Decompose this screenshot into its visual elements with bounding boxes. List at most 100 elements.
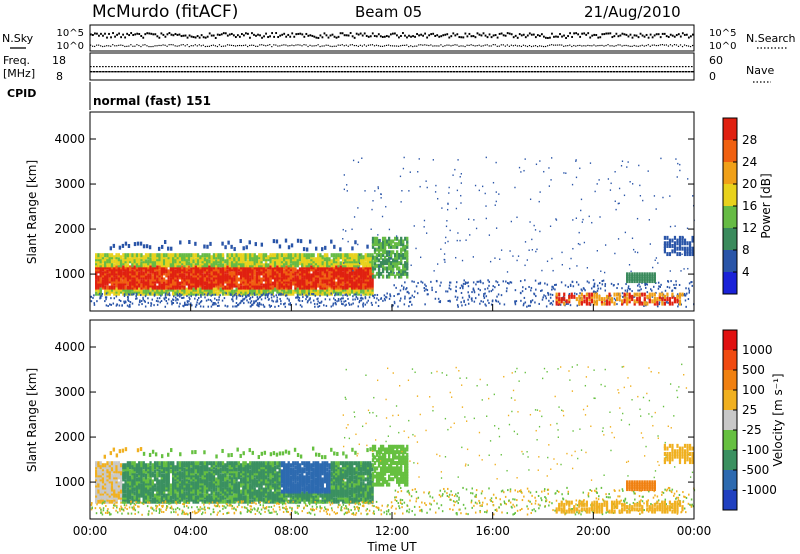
scatter-cell	[104, 281, 107, 286]
scatter-cell	[168, 294, 171, 297]
scatter-cell	[289, 291, 293, 296]
scatter-cell	[106, 265, 109, 270]
scatter-cell	[658, 303, 661, 306]
scatter-cell	[267, 281, 270, 286]
scatter-cell	[425, 288, 427, 291]
nave-point	[464, 66, 467, 68]
scatter-cell	[294, 271, 297, 276]
scatter-cell	[398, 266, 401, 271]
scatter-cell	[144, 287, 148, 292]
scatter-cell	[335, 273, 338, 278]
scatter-cell	[656, 301, 659, 306]
scatter-cell	[360, 289, 363, 294]
scatter-cell	[228, 283, 231, 288]
scatter-cell	[486, 287, 489, 290]
scatter-cell	[464, 281, 467, 284]
scatter-cell	[195, 293, 198, 296]
scatter-cell	[131, 265, 134, 270]
scatter-cell	[298, 279, 302, 284]
scatter-cell	[280, 267, 284, 272]
scatter-cell	[262, 257, 265, 262]
scatter-cell	[122, 261, 125, 266]
scatter-cell	[653, 292, 656, 297]
nsearch-point	[329, 45, 331, 47]
nsearch-point	[567, 45, 569, 47]
scatter-cell	[212, 259, 216, 264]
nave-point	[283, 66, 285, 68]
scatter-cell	[337, 297, 340, 300]
scatter-cell	[190, 289, 193, 294]
scatter-cell	[276, 253, 279, 258]
scatter-cell	[366, 273, 370, 278]
scatter-cell	[104, 259, 107, 264]
freq-point	[446, 71, 449, 73]
scatter-cell	[185, 255, 188, 260]
nave-point	[376, 66, 379, 68]
scatter-cell	[320, 300, 323, 303]
scatter-cell	[268, 292, 270, 295]
scatter-cell	[540, 289, 542, 292]
nave-point	[467, 66, 470, 68]
scatter-cell	[496, 281, 499, 284]
nsearch-point	[222, 45, 225, 47]
scatter-cell	[199, 269, 202, 274]
scatter-cell	[289, 275, 293, 280]
scatter-cell	[160, 253, 164, 258]
scatter-cell	[321, 271, 324, 276]
nave-point	[681, 66, 684, 68]
scatter-cell	[555, 292, 558, 297]
scatter-cell	[144, 285, 148, 290]
scatter-cell	[149, 265, 152, 270]
scatter-cell	[541, 269, 543, 272]
scatter-cell	[321, 265, 324, 270]
nave-point	[612, 66, 615, 68]
scatter-cell	[408, 305, 410, 308]
scatter-cell	[484, 288, 486, 291]
scatter-cell	[153, 289, 157, 294]
scatter-cell	[228, 281, 231, 286]
scatter-cell	[563, 292, 566, 297]
scatter-cell	[199, 257, 202, 262]
scatter-cell	[289, 253, 293, 258]
scatter-cell	[133, 283, 136, 288]
scatter-cell	[319, 253, 322, 258]
scatter-cell	[108, 259, 111, 264]
scatter-cell	[435, 184, 437, 187]
scatter-cell	[104, 495, 107, 500]
scatter-cell	[648, 219, 650, 221]
scatter-cell	[242, 253, 245, 258]
scatter-cell	[228, 267, 231, 272]
scatter-cell	[339, 273, 342, 278]
scatter-cell	[366, 244, 369, 249]
scatter-cell	[126, 253, 130, 258]
scatter-cell	[563, 297, 566, 302]
scatter-cell	[381, 242, 385, 247]
scatter-cell	[285, 265, 288, 270]
scatter-cell	[364, 263, 367, 268]
scatter-cell	[140, 273, 143, 278]
scatter-cell	[167, 283, 170, 288]
scatter-cell	[178, 273, 182, 278]
scatter-cell	[210, 275, 213, 280]
scatter-cell	[406, 236, 409, 241]
scatter-cell	[99, 477, 102, 482]
scatter-cell	[330, 269, 333, 274]
scatter-cell	[275, 239, 279, 244]
scatter-cell	[176, 281, 179, 286]
freq-point	[147, 71, 150, 73]
scatter-cell	[201, 269, 204, 274]
scatter-cell	[264, 273, 268, 278]
nsearch-point	[148, 45, 150, 48]
scatter-cell	[249, 305, 252, 308]
scatter-cell	[210, 300, 213, 303]
scatter-cell	[424, 303, 426, 306]
scatter-cell	[124, 269, 127, 274]
scatter-cell	[358, 299, 361, 302]
scatter-cell	[219, 257, 222, 262]
nsearch-point	[687, 45, 690, 47]
nave-point	[207, 66, 210, 68]
scatter-cell	[330, 263, 333, 268]
scatter-cell	[662, 196, 664, 199]
scatter-cell	[149, 289, 152, 294]
scatter-cell	[373, 258, 377, 263]
